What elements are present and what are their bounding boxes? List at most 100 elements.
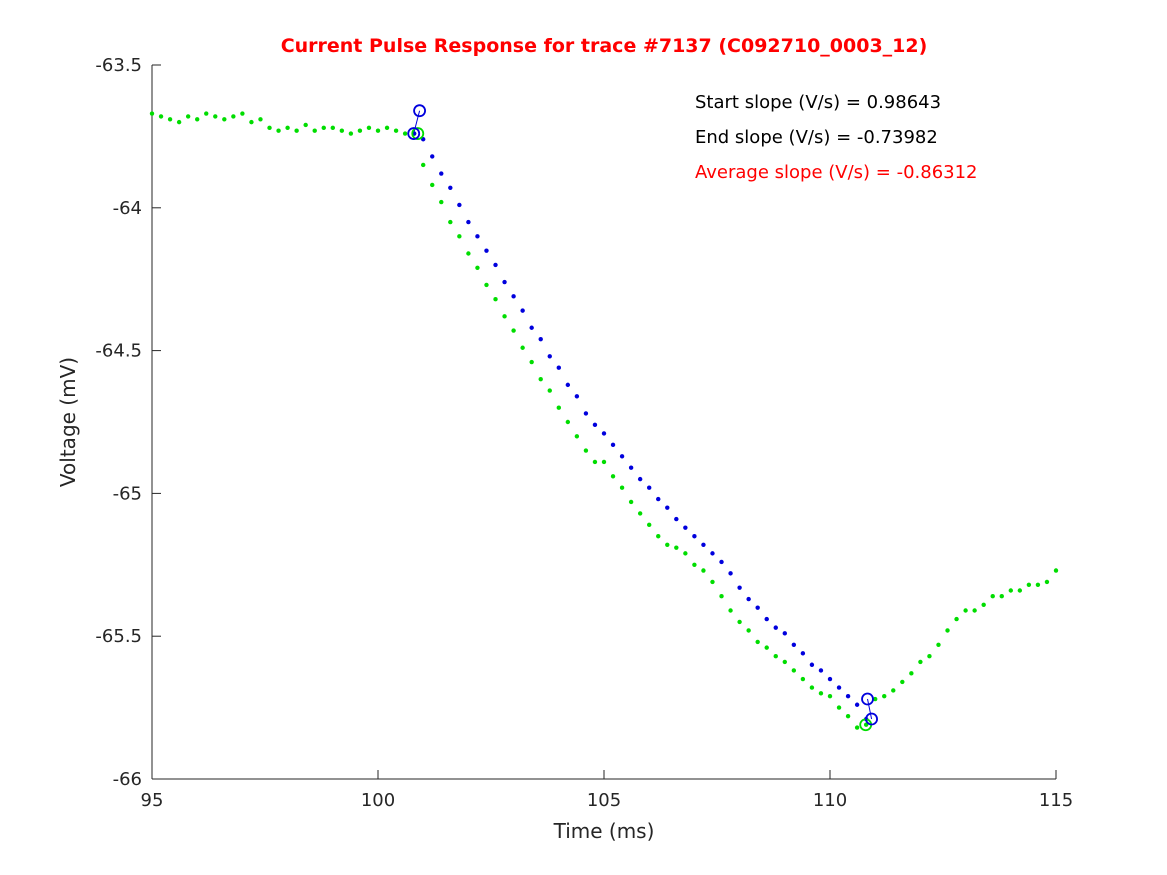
- data-point: [710, 579, 715, 585]
- data-point: [972, 608, 977, 613]
- data-point: [954, 616, 959, 622]
- slope-marker: [413, 104, 426, 118]
- data-point: [511, 294, 516, 299]
- data-point: [990, 594, 995, 599]
- data-point: [701, 542, 706, 548]
- x-tick-label: 105: [587, 790, 621, 811]
- data-point: [854, 702, 860, 707]
- data-point: [764, 616, 769, 622]
- y-tick-label: -65: [113, 483, 142, 504]
- x-ticks: 95 100 105 110 115: [141, 770, 1073, 811]
- data-point: [836, 705, 842, 710]
- data-point: [592, 459, 598, 465]
- y-tick-label: -64: [113, 198, 142, 219]
- data-point: [511, 328, 516, 333]
- y-tick-label: -66: [113, 769, 142, 790]
- x-axis-label: Time (ms): [553, 819, 655, 843]
- marker-layer: [407, 104, 878, 732]
- data-point: [683, 525, 688, 530]
- data-point: [583, 448, 589, 453]
- data-point: [818, 691, 824, 696]
- series-1: [149, 111, 1059, 730]
- x-tick-label: 115: [1039, 790, 1073, 811]
- data-point: [845, 693, 851, 699]
- data-point: [231, 114, 236, 119]
- data-point: [1017, 588, 1023, 593]
- data-point: [873, 696, 878, 702]
- y-ticks: -66 -65.5 -65 -64.5 -64 -63.5: [95, 55, 161, 790]
- data-point: [439, 199, 444, 205]
- data-point: [836, 685, 842, 690]
- slope-marker: [865, 712, 878, 726]
- data-point: [195, 117, 200, 122]
- data-point: [439, 171, 444, 176]
- data-point: [167, 117, 173, 122]
- annotation-start-slope: Start slope (V/s) = 0.98643: [695, 92, 941, 113]
- data-point: [764, 645, 769, 650]
- data-point: [656, 534, 661, 539]
- data-point: [755, 605, 760, 610]
- data-point: [457, 234, 462, 239]
- data-point: [773, 653, 778, 659]
- data-point: [1008, 588, 1013, 593]
- data-point: [628, 499, 634, 505]
- data-point: [999, 594, 1004, 599]
- data-point: [565, 382, 571, 388]
- data-point: [556, 365, 561, 370]
- data-point: [610, 474, 616, 479]
- data-point: [484, 248, 489, 253]
- data-point: [502, 279, 507, 285]
- data-point: [149, 111, 155, 116]
- data-point: [583, 411, 589, 416]
- data-point: [475, 234, 480, 239]
- series-layer: [149, 111, 1059, 730]
- data-point: [918, 659, 923, 665]
- data-point: [909, 671, 914, 676]
- data-point: [782, 631, 787, 636]
- data-point: [466, 251, 471, 256]
- data-point: [891, 688, 896, 693]
- data-point: [448, 185, 453, 191]
- data-point: [854, 725, 860, 730]
- data-point: [791, 668, 797, 673]
- data-point: [782, 659, 787, 665]
- plot-area: [152, 65, 1056, 779]
- data-point: [240, 111, 245, 116]
- data-point: [357, 128, 363, 133]
- data-point: [158, 114, 164, 119]
- data-point: [538, 336, 543, 342]
- data-point: [574, 394, 580, 399]
- slope-marker: [861, 692, 874, 706]
- data-point: [665, 542, 670, 548]
- data-point: [475, 265, 480, 270]
- y-tick-label: -65.5: [95, 626, 142, 647]
- data-point: [520, 345, 525, 350]
- data-point: [637, 511, 643, 516]
- data-point: [484, 282, 489, 288]
- data-point: [457, 202, 462, 208]
- data-point: [981, 602, 986, 607]
- data-point: [882, 693, 887, 699]
- data-point: [276, 128, 281, 133]
- data-point: [529, 325, 534, 330]
- x-tick-label: 100: [361, 790, 395, 811]
- data-point: [375, 128, 381, 133]
- data-point: [637, 476, 643, 482]
- data-point: [827, 676, 833, 682]
- data-point: [294, 128, 299, 133]
- data-point: [384, 125, 390, 131]
- data-point: [466, 219, 471, 225]
- data-point: [249, 119, 254, 125]
- data-point: [285, 125, 290, 131]
- data-point: [647, 485, 652, 490]
- data-point: [493, 262, 498, 268]
- slope-segment: [867, 698, 873, 720]
- data-point: [213, 114, 218, 119]
- y-axis-label: Voltage (mV): [56, 357, 80, 487]
- data-point: [728, 571, 733, 576]
- data-point: [267, 125, 272, 131]
- data-point: [773, 625, 778, 630]
- x-tick-label: 95: [141, 790, 164, 811]
- data-point: [556, 405, 561, 410]
- data-point: [204, 111, 209, 116]
